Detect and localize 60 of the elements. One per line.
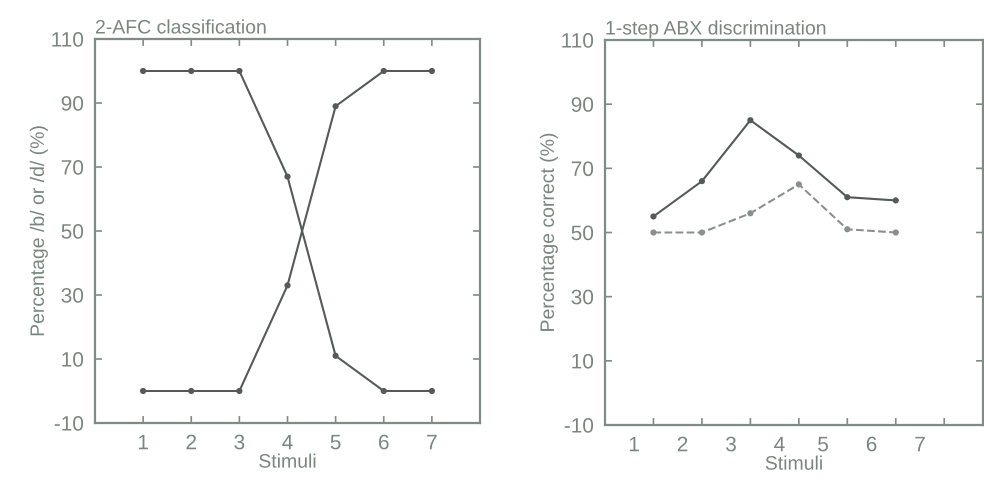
- y-tick-label: 30: [572, 290, 594, 304]
- chart-title: 2-AFC classification: [96, 19, 266, 34]
- point: [428, 388, 435, 394]
- point: [428, 68, 435, 74]
- y-tick-label: 50: [62, 224, 84, 239]
- x-axis-title: Stimuli: [766, 456, 822, 470]
- x-tick-label: 6: [866, 436, 876, 452]
- x-tick-label: 7: [427, 434, 437, 450]
- x-tick-label: 6: [379, 434, 389, 450]
- x-tick-label: 5: [818, 436, 828, 452]
- point: [650, 229, 657, 236]
- chart-title: 1-step ABX discrimination: [606, 20, 826, 38]
- point: [698, 178, 706, 184]
- point: [332, 103, 339, 110]
- point: [892, 229, 899, 236]
- x-tick-label: 1: [138, 434, 148, 450]
- y-tick-label: 10: [572, 354, 594, 369]
- point: [796, 181, 802, 188]
- point: [747, 210, 754, 216]
- x-tick-label: 1: [630, 436, 639, 452]
- point: [188, 68, 194, 74]
- point: [236, 388, 242, 394]
- point: [236, 68, 242, 74]
- y-tick-label: 10: [62, 352, 84, 367]
- point: [650, 213, 657, 220]
- y-tick-label: -10: [54, 416, 84, 431]
- point: [796, 152, 802, 159]
- point: [332, 352, 339, 359]
- point: [844, 226, 850, 232]
- y-tick-label: 30: [62, 288, 84, 303]
- x-tick-label: 4: [282, 434, 293, 450]
- x-tick-label: 3: [726, 436, 736, 452]
- point: [284, 173, 291, 180]
- point: [747, 117, 754, 124]
- point: [188, 388, 194, 394]
- y-tick-label: 50: [572, 226, 594, 240]
- y-tick-label: 110: [562, 33, 594, 48]
- x-axis-title: Stimuli: [259, 454, 316, 468]
- y-tick-label: -10: [564, 418, 594, 433]
- x-tick-label: 2: [186, 434, 196, 450]
- point: [380, 68, 387, 74]
- y-axis-title: Percentage correct (%): [540, 134, 558, 331]
- y-tick-label: 90: [572, 97, 594, 112]
- point: [844, 194, 850, 200]
- point: [284, 282, 291, 289]
- y-tick-label: 70: [572, 161, 594, 176]
- point: [380, 388, 387, 394]
- y-tick-label: 70: [62, 160, 84, 175]
- y-tick-label: 110: [52, 32, 84, 47]
- point: [140, 68, 146, 74]
- x-tick-label: 4: [774, 436, 785, 452]
- point: [140, 388, 146, 394]
- x-tick-label: 2: [678, 436, 688, 452]
- point: [892, 197, 899, 204]
- point: [698, 229, 706, 236]
- x-tick-label: 5: [330, 434, 341, 450]
- y-tick-label: 90: [62, 96, 84, 111]
- x-tick-label: 3: [234, 434, 244, 450]
- y-axis-title: Percentage /b/ or /d/ (%): [30, 126, 48, 336]
- x-tick-label: 7: [915, 436, 925, 452]
